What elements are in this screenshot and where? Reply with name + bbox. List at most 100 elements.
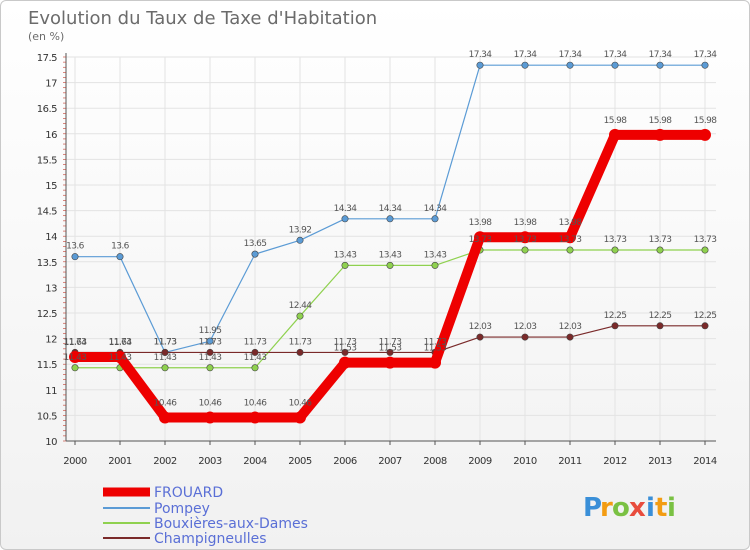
data-label-frouard: 15.98 xyxy=(604,116,628,126)
logo-letter: P xyxy=(583,493,602,523)
legend-label-frouard: FROUARD xyxy=(154,485,223,501)
data-label-champigneulles: 11.73 xyxy=(289,337,312,347)
x-tick-label: 2000 xyxy=(63,456,87,467)
y-tick-label: 17.5 xyxy=(37,53,57,64)
legend-label-pompey: Pompey xyxy=(154,501,210,517)
proxiti-logo: Pr o x i t i xyxy=(583,493,676,523)
data-label-pompey: 17.34 xyxy=(694,50,718,60)
logo-letter: o xyxy=(612,493,630,523)
x-tick-label: 2012 xyxy=(603,456,627,467)
data-label-champigneulles: 11.73 xyxy=(334,337,357,347)
data-label-frouard: 13.98 xyxy=(559,218,583,228)
chart-title: Evolution du Taux de Taxe d'Habitation xyxy=(28,8,377,29)
y-tick-label: 14.5 xyxy=(37,207,57,218)
point-champigneulles xyxy=(521,333,529,341)
point-pompey xyxy=(656,61,664,69)
data-label-frouard: 10.46 xyxy=(199,398,223,408)
y-tick-label: 16 xyxy=(45,130,57,141)
data-label-frouard: 15.98 xyxy=(649,116,673,126)
data-label-pompey: 13.6 xyxy=(111,242,130,252)
y-tick-label: 13 xyxy=(45,283,57,294)
data-label-frouard: 11.53 xyxy=(424,344,447,354)
point-bouxi-res-aux-dames xyxy=(611,246,619,254)
data-label-pompey: 17.34 xyxy=(649,50,673,60)
point-bouxi-res-aux-dames xyxy=(341,261,349,269)
data-label-bouxi-res-aux-dames: 13.43 xyxy=(334,250,357,260)
logo-letter: r xyxy=(600,493,613,523)
y-tick-label: 11 xyxy=(45,386,57,397)
data-label-champigneulles: 12.03 xyxy=(559,322,582,332)
y-tick-label: 11.5 xyxy=(37,360,57,371)
y-tick-label: 10 xyxy=(45,437,57,448)
data-label-frouard: 11.64 xyxy=(109,338,133,348)
point-frouard xyxy=(204,411,216,424)
logo-letter: x xyxy=(629,493,646,523)
point-bouxi-res-aux-dames xyxy=(386,261,394,269)
data-label-champigneulles: 11.73 xyxy=(199,337,222,347)
point-pompey xyxy=(611,61,619,69)
data-label-champigneulles: 12.25 xyxy=(694,311,717,321)
point-champigneulles xyxy=(341,348,349,356)
y-tick-label: 10.5 xyxy=(37,411,57,422)
point-pompey xyxy=(71,253,79,261)
point-pompey xyxy=(476,61,484,69)
x-tick-label: 2004 xyxy=(243,456,267,467)
data-label-frouard: 10.46 xyxy=(244,398,268,408)
point-frouard xyxy=(249,411,261,424)
data-label-bouxi-res-aux-dames: 13.43 xyxy=(379,250,402,260)
data-label-champigneulles: 11.73 xyxy=(64,337,87,347)
logo-letter: t xyxy=(655,493,667,523)
series-group xyxy=(69,61,711,424)
legend-label-champigneulles: Champigneulles xyxy=(154,531,267,547)
point-pompey xyxy=(386,215,394,223)
point-frouard xyxy=(609,128,621,141)
point-frouard xyxy=(339,356,351,369)
point-bouxi-res-aux-dames xyxy=(251,364,259,372)
y-tick-label: 15 xyxy=(45,181,57,192)
point-bouxi-res-aux-dames xyxy=(656,246,664,254)
data-label-pompey: 14.34 xyxy=(379,204,403,214)
data-label-champigneulles: 11.73 xyxy=(379,337,402,347)
point-pompey xyxy=(701,61,709,69)
data-label-frouard: 13.98 xyxy=(514,218,538,228)
data-label-bouxi-res-aux-dames: 11.43 xyxy=(199,353,222,363)
point-champigneulles xyxy=(251,348,259,356)
data-label-bouxi-res-aux-dames: 13.73 xyxy=(469,235,492,245)
point-bouxi-res-aux-dames xyxy=(521,246,529,254)
point-frouard xyxy=(519,231,531,244)
data-label-pompey: 11.73 xyxy=(154,337,177,347)
data-label-pompey: 17.34 xyxy=(604,50,628,60)
x-tick-label: 2010 xyxy=(513,456,537,467)
data-label-champigneulles: 11.73 xyxy=(109,337,132,347)
data-label-pompey: 13.6 xyxy=(66,242,85,252)
x-tick-label: 2009 xyxy=(468,456,492,467)
point-pompey xyxy=(521,61,529,69)
point-frouard xyxy=(429,356,441,369)
data-label-bouxi-res-aux-dames: 13.73 xyxy=(649,235,672,245)
data-label-frouard: 10.46 xyxy=(154,398,178,408)
point-champigneulles xyxy=(476,333,484,341)
axes: 10 10.5 11 11.5 12 12.5 13 13.5 14 14.5 15 15.5 16 16… xyxy=(37,53,717,467)
point-frouard xyxy=(159,411,171,424)
point-champigneulles xyxy=(611,322,619,330)
x-tick-label: 2003 xyxy=(198,456,222,467)
point-champigneulles xyxy=(386,348,394,356)
logo-letter: i xyxy=(646,493,655,523)
data-label-frouard: 11.53 xyxy=(379,344,402,354)
x-tick-label: 2011 xyxy=(558,456,582,467)
y-tick-label: 17 xyxy=(45,79,57,90)
x-tick-label: 2014 xyxy=(693,456,717,467)
data-label-pompey: 13.65 xyxy=(244,239,267,249)
y-tick-label: 14 xyxy=(45,232,57,243)
legend-label-bouxi-res-aux-dames: Bouxières-aux-Dames xyxy=(154,516,308,532)
data-label-pompey: 14.34 xyxy=(334,204,358,214)
point-pompey xyxy=(431,215,439,223)
data-label-bouxi-res-aux-dames: 13.73 xyxy=(514,235,537,245)
x-tick-label: 2001 xyxy=(108,456,132,467)
point-champigneulles xyxy=(206,348,214,356)
data-label-bouxi-res-aux-dames: 13.73 xyxy=(559,235,582,245)
data-label-frouard: 13.98 xyxy=(469,218,493,228)
data-label-pompey: 14.34 xyxy=(424,204,448,214)
point-bouxi-res-aux-dames xyxy=(566,246,574,254)
